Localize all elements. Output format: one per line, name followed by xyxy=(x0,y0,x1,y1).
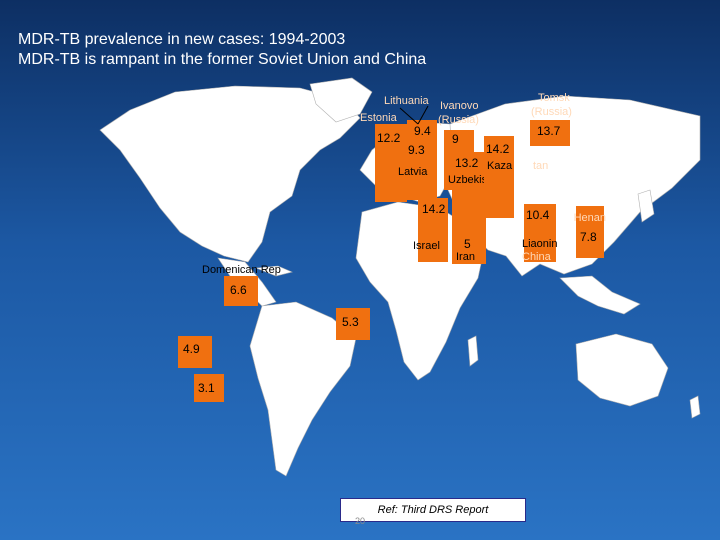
bar-dominican-rep xyxy=(224,276,258,306)
bar-estonia xyxy=(375,124,407,202)
label-dominican-rep: Domenican Rep xyxy=(202,264,281,276)
label-latvia: Latvia xyxy=(398,166,428,178)
label-ivanovo-russia: (Russia) xyxy=(438,114,479,126)
madagascar-landmass xyxy=(467,335,479,367)
value-liaoning: 10.4 xyxy=(526,208,550,222)
bar-argentina xyxy=(194,374,224,402)
label-tomsk: Tomsk xyxy=(538,92,570,104)
value-kazakhstan: 14.2 xyxy=(486,142,510,156)
label-kazakhstan-b: tan xyxy=(533,160,549,172)
label-liaoning-china: China xyxy=(522,251,551,263)
label-kazakhstan-a: Kaza xyxy=(487,160,513,172)
label-ivanovo: Ivanovo xyxy=(440,100,479,112)
caribbean-landmass xyxy=(255,265,293,277)
leader-line-lithuania xyxy=(399,107,419,125)
bar-liaoning xyxy=(524,204,556,262)
japan-landmass xyxy=(637,189,655,223)
value-latvia: 9.3 xyxy=(408,143,425,157)
value-israel: 14.2 xyxy=(422,202,446,216)
southeast-asia-landmass xyxy=(559,275,641,315)
bar-lithuania xyxy=(407,120,437,200)
value-tomsk: 13.7 xyxy=(537,124,561,138)
bar-kazakhstan xyxy=(484,136,514,218)
bar-tomsk xyxy=(530,120,570,146)
value-argentina: 3.1 xyxy=(198,381,215,395)
bar-ecuador xyxy=(336,308,370,340)
bar-uzbekistan xyxy=(452,152,486,264)
value-uzbekistan: 13.2 xyxy=(455,156,479,170)
label-estonia: Estonia xyxy=(360,112,397,124)
new-zealand-landmass xyxy=(689,395,701,419)
reference-box: Ref: Third DRS Report xyxy=(340,498,526,522)
value-estonia: 12.2 xyxy=(377,131,401,145)
leader-line-ivanovo xyxy=(417,105,429,125)
value-lithuania: 9.4 xyxy=(414,124,431,138)
value-peru: 4.9 xyxy=(183,342,200,356)
bar-israel xyxy=(418,198,448,262)
greenland-landmass xyxy=(309,77,373,123)
label-lithuania: Lithuania xyxy=(384,95,429,107)
slide-subtitle: MDR-TB is rampant in the former Soviet U… xyxy=(18,51,427,68)
value-dominican-rep: 6.6 xyxy=(230,283,247,297)
label-liaoning: Liaonin xyxy=(522,238,558,250)
value-iran: 5 xyxy=(464,237,471,251)
value-ivanovo: 9 xyxy=(452,132,459,146)
bar-henan xyxy=(576,206,604,258)
label-henan: Henan xyxy=(573,212,606,224)
slide-title: MDR-TB prevalence in new cases: 1994-200… xyxy=(18,31,346,48)
label-israel: Israel xyxy=(413,240,440,252)
value-ecuador: 5.3 xyxy=(342,315,359,329)
page-number: 20 xyxy=(355,516,366,526)
label-iran: Iran xyxy=(456,251,475,263)
australia-landmass xyxy=(575,333,669,407)
label-tomsk-russia: (Russia) xyxy=(531,106,572,118)
value-henan: 7.8 xyxy=(580,230,597,244)
bar-peru xyxy=(178,336,212,368)
